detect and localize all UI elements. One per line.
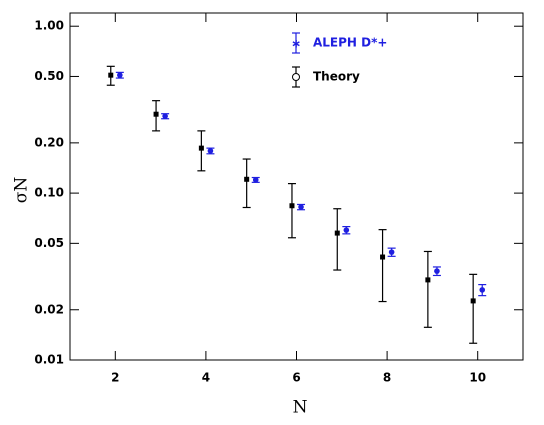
legend-label: ALEPH D*+ (313, 36, 387, 50)
point (343, 227, 350, 233)
y-axis-label: σN (12, 177, 32, 204)
point (334, 230, 340, 236)
legend-symbol (292, 73, 300, 81)
legend-symbol: ∗ (291, 37, 301, 51)
point (108, 72, 114, 78)
point (380, 254, 386, 260)
x-tick-label: 6 (292, 371, 300, 385)
x-tick-label: 2 (111, 371, 119, 385)
point (244, 176, 250, 182)
y-tick-label: 0.05 (34, 236, 64, 250)
legend-label: Theory (313, 70, 360, 84)
point (298, 204, 304, 210)
point (207, 148, 214, 154)
x-tick-label: 4 (202, 371, 210, 385)
y-tick-label: 0.50 (34, 69, 64, 83)
y-tick-label: 0.20 (34, 135, 64, 149)
point (434, 268, 440, 274)
x-tick-label: 8 (383, 371, 391, 385)
point (162, 113, 168, 119)
y-tick-label: 0.01 (34, 353, 64, 367)
x-tick-label: 10 (469, 371, 486, 385)
point (153, 111, 159, 117)
y-tick-label: 0.02 (34, 302, 64, 316)
point (198, 145, 204, 151)
point (470, 298, 476, 304)
point (252, 177, 259, 183)
plot-frame (69, 12, 524, 361)
point (479, 287, 486, 293)
point (425, 277, 431, 283)
point (388, 249, 395, 255)
x-axis-label: N (293, 398, 308, 418)
y-tick-label: 0.10 (34, 186, 64, 200)
point (117, 72, 123, 78)
y-tick-label: 1.00 (34, 19, 64, 33)
point (289, 203, 295, 209)
